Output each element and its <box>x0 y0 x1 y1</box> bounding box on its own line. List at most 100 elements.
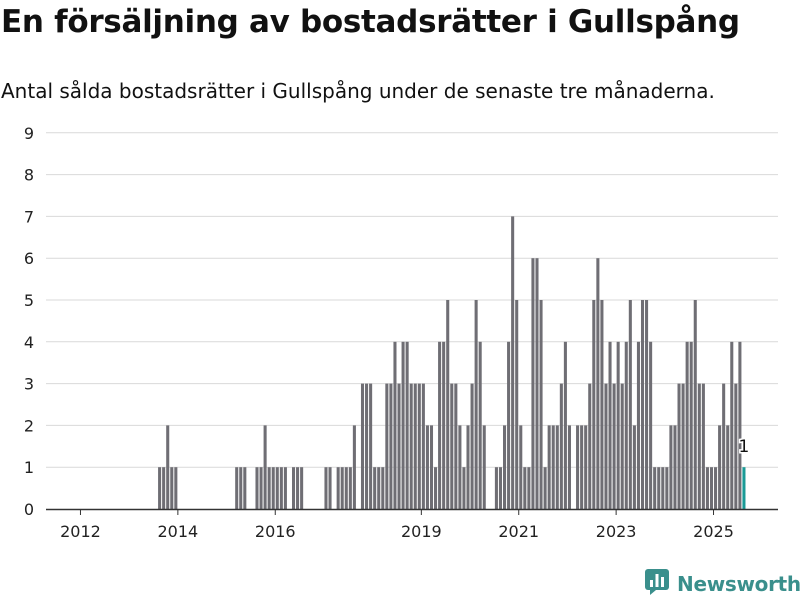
bar <box>421 383 425 509</box>
bar <box>442 341 446 509</box>
bar <box>389 383 393 509</box>
bar <box>588 383 592 509</box>
y-tick-label: 4 <box>24 333 34 352</box>
bars <box>158 216 746 509</box>
bar <box>734 383 738 509</box>
bar <box>559 383 563 509</box>
bar <box>507 341 511 509</box>
x-tick-label: 2023 <box>596 522 637 541</box>
bar <box>296 467 300 509</box>
bar <box>425 425 429 509</box>
bar <box>271 467 275 509</box>
bar <box>576 425 580 509</box>
bar <box>547 425 551 509</box>
bar <box>401 341 405 509</box>
bar <box>714 467 718 509</box>
y-tick-label: 1 <box>24 458 34 477</box>
bar <box>608 341 612 509</box>
chart-subtitle: Antal sålda bostadsrätter i Gullspång un… <box>1 79 715 103</box>
bar <box>584 425 588 509</box>
bar <box>689 341 693 509</box>
bar <box>474 300 478 509</box>
bar <box>482 425 486 509</box>
bar <box>381 467 385 509</box>
bar <box>360 383 365 509</box>
bar <box>726 425 730 509</box>
bar <box>429 425 434 509</box>
bar <box>255 467 259 509</box>
y-tick-label: 3 <box>24 375 34 394</box>
bar <box>267 467 271 509</box>
bar <box>718 425 722 509</box>
bar <box>324 467 328 509</box>
bar <box>470 383 474 509</box>
bar <box>673 425 677 509</box>
bar <box>385 383 389 509</box>
x-tick-label: 2014 <box>158 522 199 541</box>
bar <box>640 300 645 509</box>
bar <box>174 467 178 509</box>
bar <box>462 467 466 509</box>
bar <box>397 383 401 509</box>
bar <box>450 383 454 509</box>
y-tick-label: 5 <box>24 291 34 310</box>
bar <box>405 341 409 509</box>
bar <box>446 300 450 509</box>
bar <box>340 467 344 509</box>
bar-highlighted <box>742 467 746 509</box>
bar <box>535 258 539 509</box>
bar <box>519 425 523 509</box>
bar <box>365 383 369 509</box>
bar <box>620 383 624 509</box>
bar <box>657 467 661 509</box>
bar <box>348 467 352 509</box>
x-tick-label: 2012 <box>60 522 101 541</box>
bar <box>162 467 166 509</box>
bar <box>685 341 689 509</box>
bar <box>722 383 726 509</box>
bar <box>600 300 604 509</box>
bar <box>523 467 527 509</box>
bar <box>259 467 263 509</box>
bar <box>239 467 243 509</box>
newsworthy-logo: Newsworthy <box>644 569 800 598</box>
bar <box>653 467 657 509</box>
bar <box>352 425 356 509</box>
bar <box>158 467 162 509</box>
bar <box>283 467 287 509</box>
bar <box>235 467 239 509</box>
bar <box>555 425 559 509</box>
bar <box>539 300 543 509</box>
chart-title: En försäljning av bostadsrätter i Gullsp… <box>1 4 740 40</box>
bar <box>279 467 283 509</box>
bar <box>413 383 417 509</box>
y-tick-label: 0 <box>24 500 34 519</box>
bar <box>527 467 531 509</box>
bar <box>515 300 519 509</box>
bar <box>628 300 632 509</box>
brand-name: Newsworthy <box>677 572 800 596</box>
y-tick-label: 8 <box>24 166 34 185</box>
bar <box>466 425 470 509</box>
bar <box>494 467 498 509</box>
bar <box>567 425 571 509</box>
bar <box>503 425 507 509</box>
bar <box>738 341 742 509</box>
bar <box>166 425 170 509</box>
bar <box>665 467 669 509</box>
bar <box>409 383 413 509</box>
bar <box>344 467 348 509</box>
bar <box>709 467 714 509</box>
bar <box>661 467 665 509</box>
bar <box>543 467 547 509</box>
bar <box>336 467 340 509</box>
bar <box>369 383 373 509</box>
bar <box>697 383 701 509</box>
bar <box>328 467 332 509</box>
bar <box>458 425 462 509</box>
bar <box>263 425 267 509</box>
bar <box>531 258 535 509</box>
x-tick-label: 2016 <box>255 522 296 541</box>
bar <box>511 216 515 509</box>
y-tick-label: 7 <box>24 207 34 226</box>
